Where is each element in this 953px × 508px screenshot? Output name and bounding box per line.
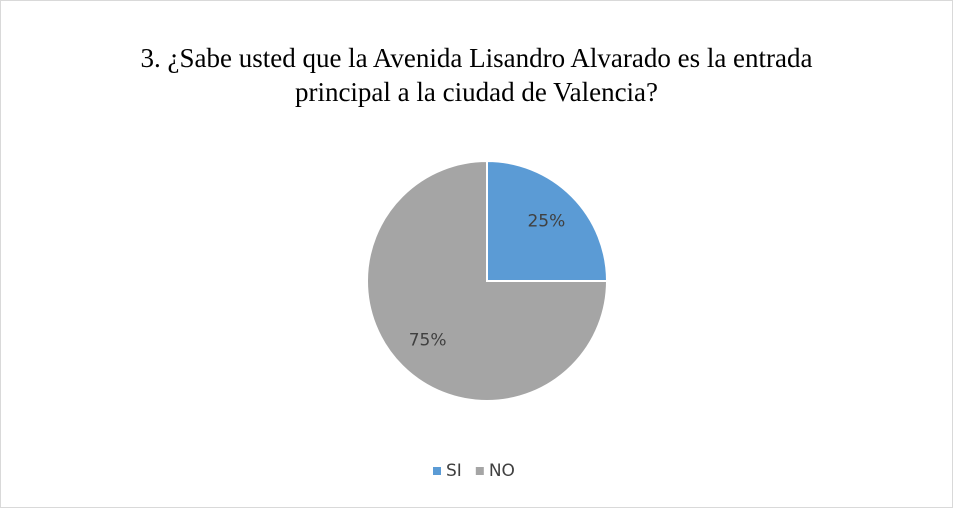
legend-swatch — [433, 467, 441, 475]
legend-label: NO — [489, 461, 515, 481]
data-label: 75% — [409, 330, 447, 350]
data-label: 25% — [527, 212, 565, 232]
chart-title: 3. ¿Sabe usted que la Avenida Lisandro A… — [140, 43, 813, 107]
legend-swatch — [475, 467, 484, 475]
pie-slice — [366, 159, 609, 402]
pie-slice — [486, 159, 609, 282]
legend-label: SI — [446, 461, 462, 481]
